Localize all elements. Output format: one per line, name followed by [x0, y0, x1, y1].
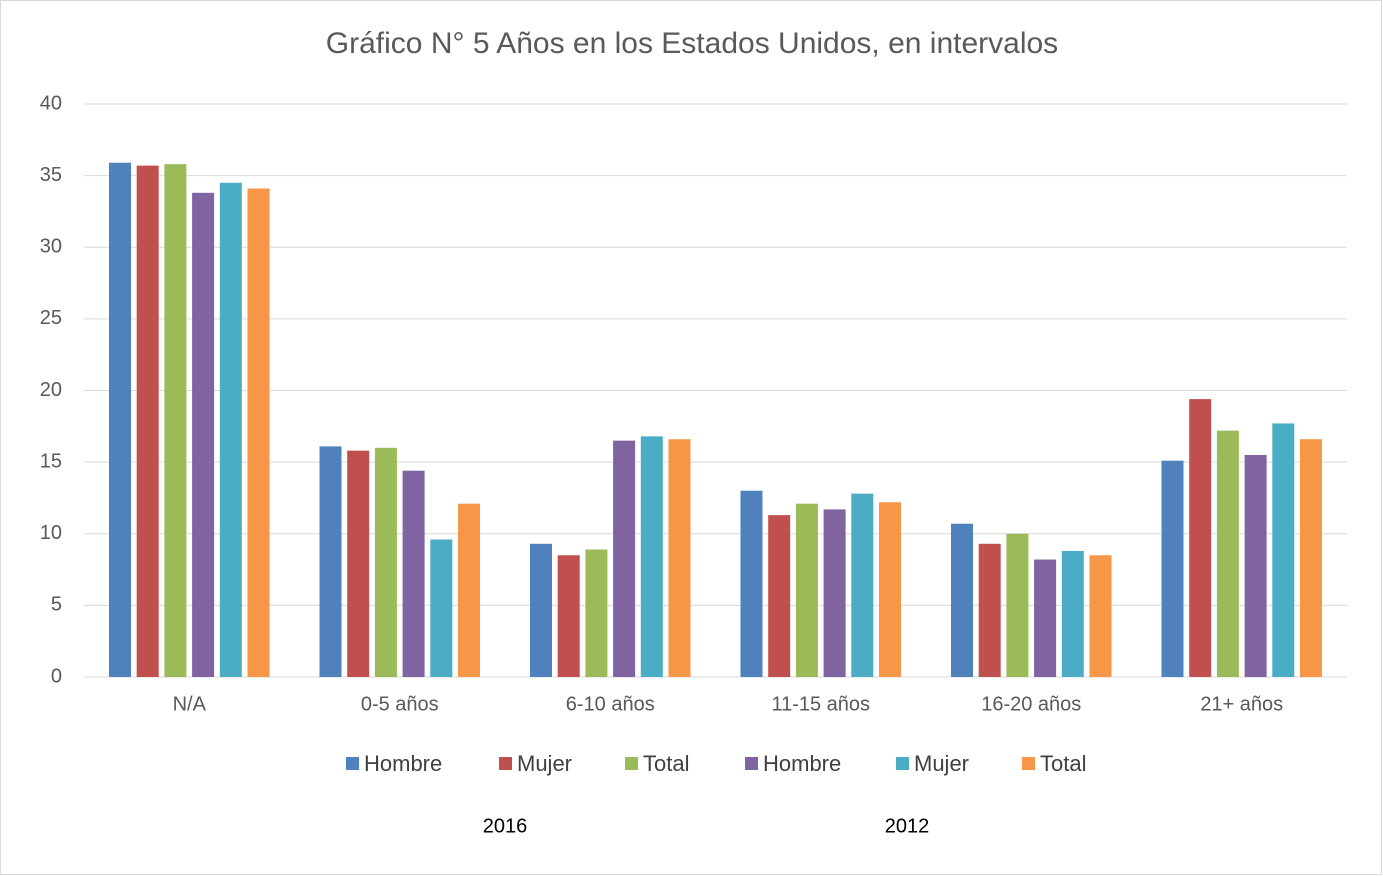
y-tick-label: 25 — [40, 307, 62, 329]
legend-marker — [745, 757, 758, 770]
legend-marker — [499, 757, 512, 770]
x-tick-label: 16-20 años — [981, 693, 1081, 715]
bar — [851, 493, 874, 677]
legend-marker — [625, 757, 638, 770]
y-tick-label: 10 — [40, 522, 62, 544]
legend-label: Mujer — [914, 751, 969, 776]
bar — [795, 503, 818, 677]
bar — [192, 192, 215, 677]
bar — [823, 509, 846, 677]
bar — [109, 162, 131, 678]
x-tick-label: 11-15 años — [771, 693, 870, 715]
bar — [374, 447, 397, 677]
bar — [1189, 399, 1212, 677]
bar — [1006, 533, 1029, 677]
bar — [530, 543, 552, 677]
bar — [219, 182, 242, 677]
y-tick-label: 20 — [40, 379, 62, 401]
bar — [557, 555, 580, 677]
legend-label: Total — [1040, 751, 1086, 776]
y-tick-label: 5 — [51, 594, 62, 616]
bar — [613, 440, 636, 677]
bar — [1300, 439, 1322, 677]
bar — [247, 188, 270, 677]
bar — [1161, 460, 1184, 677]
bar — [458, 503, 480, 677]
bar — [430, 539, 453, 677]
bar — [1061, 550, 1084, 677]
bar — [347, 450, 370, 677]
bar — [951, 523, 973, 677]
bar — [585, 549, 608, 677]
legend-marker — [1022, 757, 1035, 770]
bar — [402, 470, 425, 677]
bar — [978, 543, 1001, 677]
bar — [640, 436, 663, 677]
bar — [164, 164, 187, 678]
bar — [1216, 430, 1239, 677]
legend-marker — [896, 757, 909, 770]
bar — [879, 502, 901, 677]
y-tick-label: 30 — [40, 236, 62, 258]
y-tick-label: 15 — [40, 450, 62, 472]
legend-label: Hombre — [364, 751, 442, 776]
bar — [1034, 559, 1057, 677]
x-tick-label: 0-5 años — [361, 693, 439, 715]
y-tick-label: 40 — [40, 92, 62, 114]
y-tick-label: 0 — [51, 665, 62, 687]
bar — [136, 165, 159, 677]
legend-group-label: 2012 — [885, 815, 930, 837]
chart-title: Gráfico N° 5 Años en los Estados Unidos,… — [326, 27, 1058, 60]
x-tick-label: 21+ años — [1200, 693, 1283, 715]
legend-label: Total — [643, 751, 689, 776]
bar — [1089, 555, 1112, 677]
bar — [319, 446, 342, 677]
legend-group-label: 2016 — [483, 815, 528, 837]
bar — [668, 439, 691, 677]
legend-label: Hombre — [763, 751, 841, 776]
bar — [740, 490, 763, 677]
bar — [768, 515, 791, 677]
legend-label: Mujer — [517, 751, 572, 776]
bar — [1244, 454, 1267, 677]
y-tick-label: 35 — [40, 164, 62, 186]
x-tick-label: N/A — [173, 693, 207, 715]
legend-marker — [346, 757, 359, 770]
x-tick-label: 6-10 años — [566, 693, 655, 715]
bar — [1272, 423, 1295, 677]
